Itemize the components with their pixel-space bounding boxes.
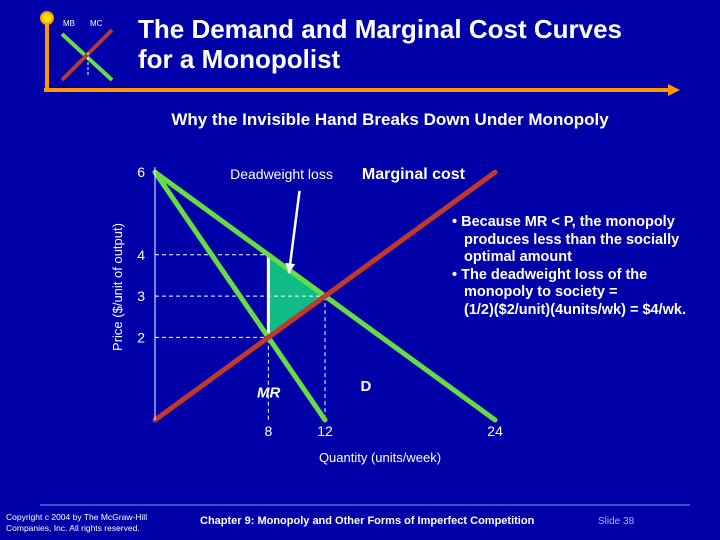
logo-label-mc: MC: [90, 19, 103, 28]
plot-area: 6 4 3 2 8 12 24 D MR Marginal cost Deadweight loss: [137, 164, 503, 439]
title-line-1: The Demand and Marginal Cost Curves: [138, 14, 622, 44]
demand-label: D: [360, 378, 371, 395]
y-tick-label-3: 2: [137, 329, 145, 345]
x-tick-label-0: 8: [264, 423, 272, 439]
bullet-2-line-3: (1/2)($2/unit)(4units/wk) = $4/wk.: [464, 301, 686, 318]
marginal-cost-label: Marginal cost: [362, 166, 466, 183]
chapter-text: Chapter 9: Monopoly and Other Forms of I…: [200, 515, 535, 527]
logo-label-mb: MB: [63, 19, 75, 28]
slide-subtitle: Why the Invisible Hand Breaks Down Under…: [171, 110, 609, 129]
title-line-2: for a Monopolist: [138, 44, 341, 74]
y-tick-label-2: 3: [137, 288, 145, 304]
y-tick-label-1: 4: [137, 247, 145, 263]
slide-title: The Demand and Marginal Cost Curves for …: [138, 14, 698, 74]
bullet-2-line-2: monopoly to society =: [464, 284, 618, 300]
deadweight-loss-pointer: [287, 190, 301, 274]
x-tick-label-1: 12: [317, 423, 333, 439]
y-tick-label-0: 6: [137, 164, 145, 180]
bullet-1-line-3: optimal amount: [464, 249, 572, 265]
x-axis-label: Quantity (units/week): [319, 450, 441, 465]
logo-red-line: [60, 28, 114, 82]
x-tick-label-2: 24: [487, 423, 503, 439]
y-axis-label: Price ($/unit of output): [110, 223, 125, 351]
logo-bulb-icon: [40, 11, 54, 25]
bullet-list: • Because MR < P, the monopoly produces …: [452, 214, 720, 319]
mr-label: MR: [257, 384, 280, 401]
title-arrow: [44, 84, 680, 96]
deadweight-loss-arrowhead: [285, 262, 296, 274]
deadweight-loss-label: Deadweight loss: [230, 166, 333, 182]
bullet-1-line-2: produces less than the socially: [464, 231, 680, 248]
logo: MB MC: [40, 11, 114, 92]
copyright-text: Copyright c 2004 by The McGraw-Hill Comp…: [6, 512, 148, 533]
marginal-revenue-curve: [152, 169, 328, 423]
bullet-2-line-1: • The deadweight loss of the: [452, 266, 648, 283]
marginal-cost-curve: [152, 169, 498, 423]
bullet-1-line-1: • Because MR < P, the monopoly: [452, 214, 675, 230]
slide-number: Slide 38: [598, 516, 635, 527]
